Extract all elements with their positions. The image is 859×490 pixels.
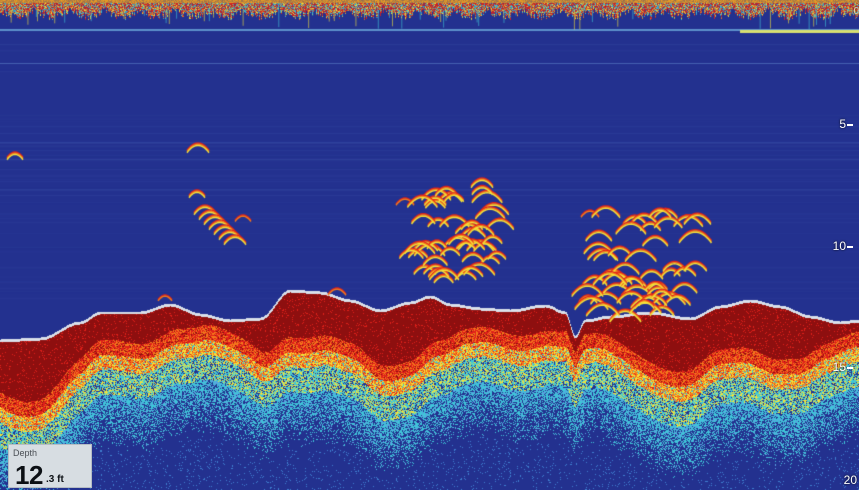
- depth-label: Depth: [13, 448, 38, 458]
- depth-tick-10: 10: [833, 240, 853, 252]
- depth-tick-5: 5: [839, 118, 853, 130]
- depth-value: 12: [15, 460, 43, 490]
- depth-tick-20: 20: [843, 473, 857, 487]
- depth-tick-15: 15: [833, 361, 853, 373]
- depth-readout-panel[interactable]: Depth 12 .3 ft: [8, 444, 92, 490]
- depth-tick-0: 0: [853, 6, 859, 17]
- depth-unit: .3 ft: [46, 474, 64, 485]
